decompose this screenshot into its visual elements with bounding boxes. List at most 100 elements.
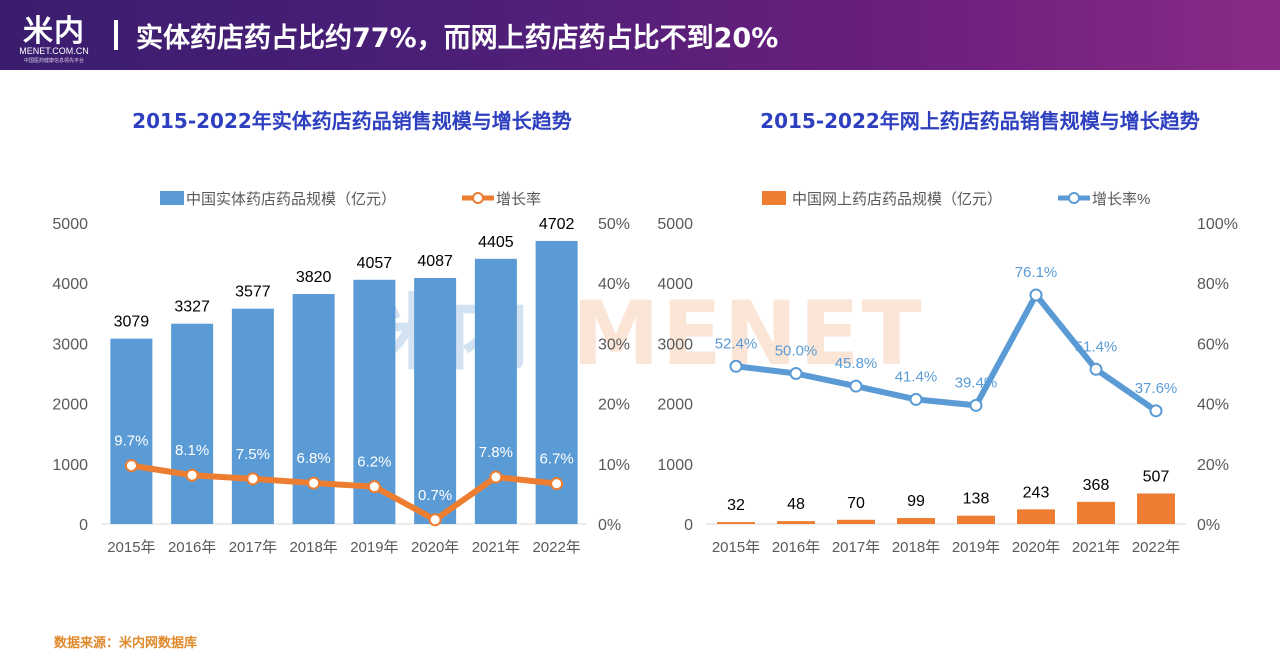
chart-1-y-tick-label: 4000: [52, 276, 88, 293]
chart-1-bar: [535, 240, 578, 524]
chart-2-growth-point: [1029, 288, 1043, 302]
chart-2-x-tick-label: 2019年: [952, 539, 1000, 556]
chart-1-growth-point: [124, 459, 138, 473]
chart-2-growth-point: [969, 398, 983, 412]
chart-2-bar-value-label: 507: [1143, 468, 1170, 485]
chart-2-y-tick-label: 0: [684, 517, 693, 534]
chart-1-growth-label: 6.8%: [297, 450, 331, 467]
chart-2-bar-value-label: 368: [1083, 477, 1110, 494]
chart-1-growth-label: 8.1%: [175, 442, 209, 459]
chart-2-y2-tick-label: 0%: [1197, 517, 1220, 534]
chart-1-growth-point: [307, 476, 321, 490]
chart-1-growth-point: [550, 477, 564, 491]
data-source-note: 数据来源：米内网数据库: [54, 636, 198, 651]
chart-2-growth-point: [909, 392, 923, 406]
chart-2-bar: [1077, 501, 1115, 524]
chart-1-y2-tick-label: 0%: [598, 517, 621, 534]
chart-2-y2-tick-label: 80%: [1197, 276, 1229, 293]
chart-1-x-tick-label: 2018年: [289, 539, 337, 556]
chart-1-y2-tick-label: 30%: [598, 336, 630, 353]
chart-2-growth-label: 41.4%: [895, 368, 938, 385]
chart-2-x-tick-label: 2021年: [1072, 539, 1120, 556]
chart-2-growth-label: 39.4%: [955, 374, 998, 391]
chart-1-x-tick-label: 2016年: [168, 539, 216, 556]
chart-2-legend-bar-swatch: [762, 191, 786, 205]
chart-2-growth-line: [733, 291, 1159, 414]
chart-1-growth-label: 0.7%: [418, 487, 452, 504]
chart-2-bar: [1137, 493, 1175, 524]
chart-1-bar-value-label: 4702: [539, 216, 575, 233]
chart-1-y2-tick-label: 50%: [598, 216, 630, 233]
chart-1-bar-value-label: 3079: [114, 314, 150, 331]
chart-1-bar-value-label: 3577: [235, 284, 271, 301]
chart-2-growth-label: 51.4%: [1075, 338, 1118, 355]
chart-1-growth-label: 7.8%: [479, 444, 513, 461]
chart-2-x-tick-label: 2016年: [772, 539, 820, 556]
chart-1-y-tick-label: 1000: [52, 457, 88, 474]
chart-1-bar: [171, 323, 214, 524]
chart-2-x-tick-label: 2015年: [712, 539, 760, 556]
chart-2-growth-point: [1149, 404, 1163, 418]
chart-2-growth-point: [789, 367, 803, 380]
chart-2-x-tick-label: 2020年: [1012, 539, 1060, 556]
chart-2-y2-tick-label: 60%: [1197, 336, 1229, 353]
chart-2-bar: [777, 521, 815, 524]
chart-2-bar-value-label: 138: [963, 491, 990, 508]
chart-1-y2-tick-label: 40%: [598, 276, 630, 293]
chart-2-y-tick-label: 3000: [657, 336, 693, 353]
chart-2-title: 2015-2022年网上药店药品销售规模与增长趋势: [760, 109, 1200, 133]
chart-2-y2-tick-label: 40%: [1197, 397, 1229, 414]
chart-1-x-tick-label: 2019年: [350, 539, 398, 556]
chart-2-growth-label: 37.6%: [1135, 380, 1178, 397]
chart-1-y-tick-label: 2000: [52, 397, 88, 414]
chart-1-growth-point: [246, 472, 260, 486]
chart-1-x-tick-label: 2020年: [411, 539, 459, 556]
chart-2-growth-label: 52.4%: [715, 335, 758, 352]
logo-domain: MENET.COM.CN: [19, 46, 89, 56]
logo-tagline: 中国医药健康信息领先平台: [23, 58, 84, 64]
chart-1-legend-bar-label: 中国实体药店药品规模（亿元）: [186, 191, 396, 208]
chart-1-bar-value-label: 3820: [296, 269, 332, 286]
chart-2-legend-line-marker: [1068, 192, 1080, 204]
chart-1-growth-label: 9.7%: [114, 433, 148, 450]
page-title: 实体药店药占比约77%，而网上药店药占比不到20%: [136, 23, 779, 54]
chart-1-x-tick-label: 2015年: [107, 539, 155, 556]
chart-2-growth-label: 76.1%: [1015, 264, 1058, 281]
chart-1-growth-point: [185, 468, 199, 482]
menet-logo: 米内 MENET.COM.CN 中国医药健康信息领先平台: [8, 6, 100, 66]
chart-2-bar-value-label: 32: [727, 497, 745, 514]
chart-2-y2-tick-label: 100%: [1197, 216, 1238, 233]
logo-text: 米内: [23, 14, 85, 49]
chart-1-bar: [110, 338, 153, 524]
chart-1-growth-point: [367, 480, 381, 494]
chart-2-bar-value-label: 243: [1023, 484, 1050, 501]
chart-1-x-tick-label: 2017年: [229, 539, 277, 556]
chart-2-y-tick-label: 5000: [657, 216, 693, 233]
header-banner: 米内 MENET.COM.CN 中国医药健康信息领先平台 实体药店药占比约77%…: [0, 0, 1280, 70]
chart-2-growth-point: [1089, 362, 1103, 376]
chart-2-growth-label: 45.8%: [835, 355, 878, 372]
chart-1-growth-label: 7.5%: [236, 446, 270, 463]
chart-2-growth-label: 50.0%: [775, 343, 818, 360]
chart-1-y-tick-label: 5000: [52, 216, 88, 233]
chart-1-bar-value-label: 4087: [417, 253, 453, 270]
chart-1-y-tick-label: 0: [79, 517, 88, 534]
chart-1-growth-line: [128, 462, 560, 523]
chart-1-growth-label: 6.2%: [357, 454, 391, 471]
chart-1-legend-line-label: 增长率: [496, 191, 541, 208]
chart-2-bar-value-label: 48: [787, 496, 805, 513]
chart-2-bar: [897, 518, 935, 524]
chart-2-legend-line-label: 增长率%: [1092, 191, 1150, 208]
chart-1-legend-line-marker: [472, 192, 484, 204]
chart-2-growth-point: [729, 359, 743, 373]
chart-1-y2-tick-label: 20%: [598, 397, 630, 414]
chart-1-bar: [414, 277, 457, 524]
chart-1-x-tick-label: 2022年: [532, 539, 580, 556]
chart-2-y-tick-label: 1000: [657, 457, 693, 474]
chart-2-y-tick-label: 2000: [657, 397, 693, 414]
chart-1-y2-tick-label: 10%: [598, 457, 630, 474]
chart-1-x-tick-label: 2021年: [472, 539, 520, 556]
chart-2-bar-value-label: 70: [847, 495, 865, 512]
chart-2-y-tick-label: 4000: [657, 276, 693, 293]
